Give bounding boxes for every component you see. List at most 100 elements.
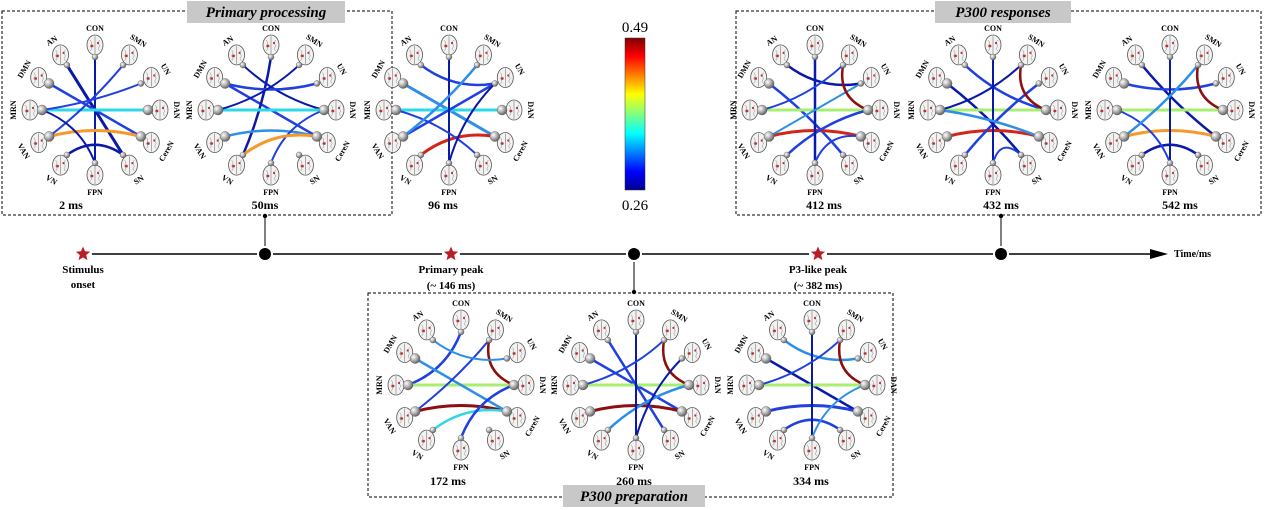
brain-icon [206,132,224,153]
network-label: MRN [550,375,559,394]
network-node [961,151,969,159]
brain-icon [440,34,458,56]
network-label: FPN [1162,188,1178,197]
network-node [219,78,231,89]
connection-edge [241,133,319,157]
connection-edge [785,108,870,157]
network-node [859,379,871,391]
network-label: CON [452,299,470,308]
connection-edge [938,108,1041,138]
brain-icon [871,99,889,121]
brain-icon [838,319,855,341]
brain-icon [21,99,39,121]
network-node [678,355,686,362]
network-node [811,53,819,61]
brain-icon [747,407,765,428]
event-p3-peak-line2: (~ 382 ms) [794,280,843,292]
brain-icon [508,342,526,363]
brain-icon [487,319,504,341]
brain-icon [571,342,589,363]
network-label: SN [498,448,512,461]
connection-edge [1195,63,1225,112]
network-label: UN [513,62,527,77]
network-node [239,151,247,159]
brain-icon [396,342,414,363]
network-node [760,353,772,364]
network-label: CON [627,299,645,308]
network-node [390,104,402,116]
connection-edge [241,64,325,111]
brain-icon [142,67,160,88]
network-label: DAN [889,376,898,394]
connection-edge [837,338,867,387]
network-node [409,353,421,364]
brain-icon [841,44,858,66]
brain-icon [868,374,886,396]
network-node [808,328,816,336]
brain-icon [197,99,215,121]
network-label: DAN [172,101,181,119]
brain-icon [508,407,526,428]
brain-icon [984,34,1002,56]
brain-icon [862,132,880,153]
network-label: VAN [733,417,749,436]
network-label: VN [585,448,600,462]
brain-icon [86,164,104,186]
brain-icon [418,429,435,451]
network-label: UN [525,337,539,352]
brain-icon [803,309,821,331]
network-label: FPN [628,463,644,472]
network-node [1194,61,1202,69]
brain-icon [1127,44,1144,66]
network-node [839,151,847,159]
connection-edge [270,109,325,164]
network-node [839,61,847,69]
connection-edge [406,330,463,387]
connection-edge [963,63,1048,112]
network-node [295,151,303,159]
network-node [119,151,127,159]
network-node [142,104,154,116]
network-node [491,80,499,87]
network-node [941,78,953,89]
brain-icon [384,132,402,153]
connection-edge [1140,63,1218,138]
colorbar-min-label: 0.26 [622,198,649,214]
connector-dot [998,213,1004,219]
timeline-marker [628,248,640,260]
time-label-96ms: 96 ms [428,198,458,212]
network-label: CereN [874,414,893,438]
network-label: CON [984,24,1002,33]
brain-icon [1040,132,1058,153]
connection-edge [1018,63,1048,112]
time-label-172ms: 172 ms [430,474,466,488]
network-node [941,131,953,142]
connection-edge [65,143,125,157]
network-label: FPN [441,188,457,197]
brain-icon [327,99,345,121]
event-star-icon [75,246,91,261]
network-label: DAN [713,376,722,394]
brain-icon [862,67,880,88]
network-node [445,53,453,61]
network-label: UN [159,62,173,77]
network-label: DAN [526,101,535,119]
brain-icon [662,429,679,451]
brain-icon [517,374,535,396]
brain-icon [950,154,967,176]
network-label: SN [673,448,687,461]
network-node [780,336,788,344]
brain-icon [206,67,224,88]
network-label: VN [942,173,957,187]
network-label: MRN [1084,100,1093,119]
brain-icon [769,429,786,451]
network-label: VN [761,448,776,462]
brain-icon [30,67,48,88]
brain-icon [1127,154,1144,176]
connection-edge [582,339,666,386]
brain-icon [571,407,589,428]
network-node [313,80,321,87]
network-label: CON [1161,24,1179,33]
network-label: CereN [877,139,896,163]
